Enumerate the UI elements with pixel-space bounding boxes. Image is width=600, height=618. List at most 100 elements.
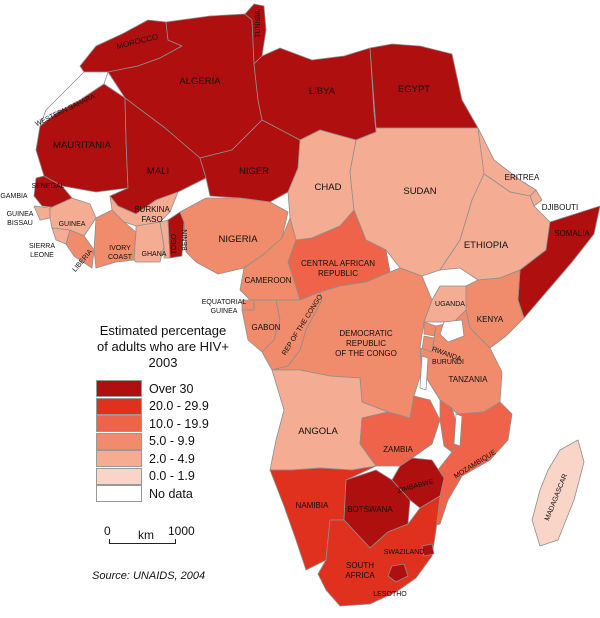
legend-swatch	[96, 432, 142, 450]
label-south-africa-2: AFRICA	[345, 571, 375, 580]
label-ivory-coast-1: IVORY	[109, 245, 131, 252]
country-label: DJIBOUTI	[542, 203, 578, 212]
burkina-faso-region	[109, 191, 179, 227]
rwanda-region	[423, 321, 437, 337]
lake-victoria	[439, 319, 465, 343]
country-label: BURUNDI	[432, 359, 464, 366]
legend-swatch	[96, 450, 142, 468]
legend-title: Estimated percentage of adults who are H…	[68, 323, 258, 371]
country-label: GABON	[252, 323, 281, 332]
scale-bar: 0 km 1000	[104, 524, 284, 554]
country-label: NIGERIA	[218, 234, 258, 245]
legend-swatch	[96, 415, 142, 433]
legend-label: No data	[149, 486, 193, 501]
label-drc-1: DEMOCRATIC	[339, 329, 392, 338]
label-car-1: CENTRAL AFRICAN	[301, 259, 375, 268]
legend-swatch	[96, 485, 142, 503]
country-label: SOMALIA	[554, 229, 590, 238]
label-sierra-leone-1: SIERRA	[29, 243, 55, 250]
scale-line	[109, 543, 175, 544]
country-label: MALI	[147, 166, 169, 177]
country-label: SWAZILAND	[384, 549, 425, 556]
scale-end: 1000	[168, 524, 195, 538]
legend-row: 0.0 - 1.9	[96, 467, 209, 486]
south-africa-region	[317, 495, 441, 607]
legend-title-line: of adults who are HIV+	[97, 339, 229, 354]
legend-label: 0.0 - 1.9	[149, 469, 195, 484]
country-label: KENYA	[477, 315, 504, 324]
country-label: CAMEROON	[244, 276, 291, 285]
label-drc-3: OF THE CONGO	[335, 349, 397, 358]
country-label: SENEGAL	[31, 183, 64, 190]
label-car-2: REPUBLIC	[318, 269, 358, 278]
lesotho-region	[387, 563, 409, 583]
country-label: NIGER	[239, 166, 269, 177]
country-label: CHAD	[315, 182, 342, 193]
legend-label: Over 30	[149, 381, 194, 396]
legend-swatch	[96, 397, 142, 415]
country-label: UGANDA	[435, 301, 465, 308]
guinea-bissau-region	[33, 205, 51, 221]
source-note: Source: UNAIDS, 2004	[92, 570, 206, 582]
label-eq-guinea-2: GUINEA	[211, 308, 238, 315]
scale-start: 0	[104, 524, 111, 538]
country-label: BENIN	[182, 229, 189, 250]
scale-tick	[175, 539, 176, 544]
country-label: LESOTHO	[373, 591, 407, 598]
country-label: GHANA	[142, 251, 167, 258]
legend-label: 20.0 - 29.9	[149, 399, 209, 414]
legend-row: 20.0 - 29.9	[96, 397, 209, 416]
label-guinea-bissau-2: BISSAU	[7, 220, 33, 227]
benin-region	[167, 211, 185, 259]
swaziland-region	[421, 543, 435, 557]
country-label: ERITREA	[505, 173, 540, 182]
scale-tick	[109, 539, 110, 544]
legend-row: No data	[96, 485, 209, 503]
madagascar-region	[531, 439, 585, 547]
country-label: BOTSWANA	[347, 505, 393, 514]
mozambique-region	[425, 401, 513, 529]
legend-swatch	[96, 380, 142, 398]
togo-region	[159, 219, 171, 259]
country-label: LIBYA	[309, 86, 336, 97]
label-south-africa-1: SOUTH	[346, 561, 374, 570]
legend-label: 5.0 - 9.9	[149, 434, 195, 449]
zambia-region	[359, 395, 441, 467]
legend-row: 10.0 - 19.9	[96, 415, 209, 433]
legend-row: 2.0 - 4.9	[96, 450, 209, 468]
country-label: ANGOLA	[298, 426, 338, 437]
legend-row: 5.0 - 9.9	[96, 432, 209, 451]
label-drc-2: REPUBLIC	[346, 339, 386, 348]
label-ivory-coast-2: COAST	[108, 254, 133, 261]
country-label: TANZANIA	[449, 375, 489, 384]
somalia-region	[517, 205, 600, 319]
country-label: TUNISIA	[255, 10, 262, 38]
tunisia-region	[244, 3, 267, 65]
lake-malawi	[453, 413, 463, 447]
country-label: ALGERIA	[179, 76, 221, 87]
country-label: EGYPT	[398, 84, 430, 95]
label-sierra-leone-2: LEONE	[30, 252, 54, 259]
country-label: TOGO	[171, 233, 178, 254]
country-label: MAURITANIA	[53, 140, 112, 151]
map-legend: Over 30 20.0 - 29.9 10.0 - 19.9 5.0 - 9.…	[96, 380, 209, 503]
legend-title-line: 2003	[148, 355, 178, 370]
label-guinea-bissau-1: GUINEA	[7, 211, 34, 218]
scale-unit: km	[138, 528, 154, 542]
country-label: ZAMBIA	[383, 445, 413, 454]
country-shapes	[33, 3, 600, 607]
country-label: GAMBIA	[0, 193, 28, 200]
country-label: GUINEA	[59, 221, 86, 228]
country-label: ETHIOPIA	[464, 240, 509, 251]
legend-label: 10.0 - 19.9	[149, 416, 209, 431]
lake-tanganyika	[419, 355, 429, 391]
legend-swatch	[96, 467, 142, 485]
label-burkina-2: FASO	[141, 215, 162, 224]
legend-label: 2.0 - 4.9	[149, 451, 195, 466]
label-burkina-1: BURKINA	[134, 205, 170, 214]
country-label: SUDAN	[403, 186, 436, 197]
legend-title-line: Estimated percentage	[99, 323, 227, 338]
label-eq-guinea-1: EQUATORIAL	[202, 299, 247, 306]
country-label: NAMIBIA	[296, 501, 330, 510]
